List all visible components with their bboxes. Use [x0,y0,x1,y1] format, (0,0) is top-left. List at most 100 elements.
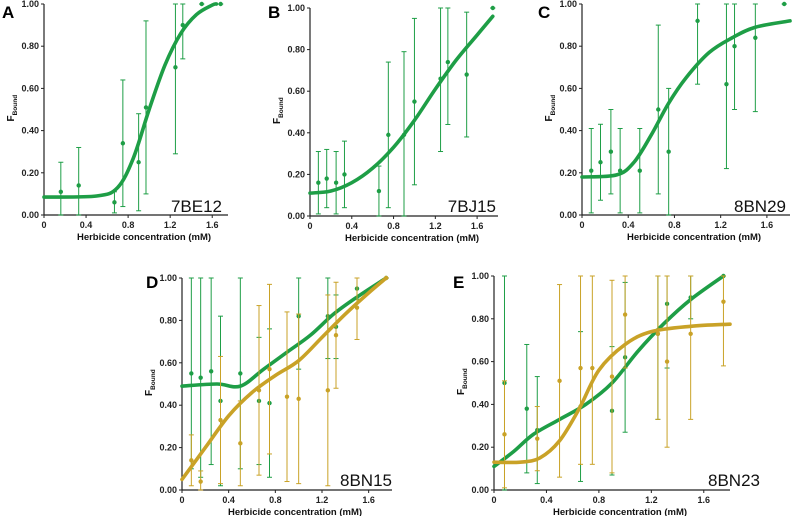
fit-curve [580,19,792,179]
data-point [58,189,64,194]
data-point [342,172,347,177]
panel-letter: E [453,273,464,292]
data-point [490,5,495,11]
data-point [464,72,469,77]
fit-curve [42,2,219,199]
y-tick-label: 0.60 [559,83,577,93]
x-axis-label: Herbicide concentration (mM) [345,233,479,244]
data-point [324,176,329,181]
data-point [267,366,272,372]
y-tick-label: 0.40 [471,399,489,409]
data-point [284,394,290,399]
panel-d: 0.00 0.20 0.40 0.60 0.80 1.00 0 0.4 0.8 1.2 1.6Her… [144,273,392,516]
x-tick-label: 0.4 [346,221,359,231]
y-tick-label: 0.60 [471,357,489,367]
series-green [580,1,792,216]
y-tick-label: 0.60 [21,83,39,93]
sample-label: 7BJ15 [448,197,496,216]
y-tick-label: 0.80 [159,315,177,325]
data-point [218,1,223,7]
data-point [502,432,507,437]
data-point [296,396,301,402]
x-tick-label: 0 [179,495,184,505]
x-tick-label: 1.2 [164,220,177,230]
x-tick-label: 1.6 [761,220,774,230]
data-point [208,369,214,374]
series-gold [180,275,389,491]
data-point [589,168,594,173]
x-axis-label: Herbicide concentration (mM) [77,232,211,243]
x-tick-label: 0.4 [222,495,235,505]
y-tick-label: 1.00 [159,273,177,283]
y-axis-label-main: F [6,115,17,121]
y-tick-label: 0.00 [159,485,177,495]
data-point [598,160,603,165]
y-tick-label: 1.00 [559,0,577,9]
x-axis-label: Herbicide concentration (mM) [627,232,761,243]
y-axis-label-main: F [544,115,555,121]
data-point [386,132,391,138]
fit-curve [308,14,495,195]
data-point [325,388,331,393]
x-axis-label: Herbicide concentration (mM) [553,507,687,516]
data-point [120,141,126,146]
fit-curve [492,274,726,469]
y-axis-label: FBound [456,368,469,395]
data-point [173,65,178,70]
y-axis-label: FBound [544,95,557,122]
data-point [412,99,417,104]
x-tick-label: 0 [41,220,46,230]
fit-curve [492,322,732,465]
data-point [199,1,204,7]
data-point [189,458,194,463]
panel-a: 0.00 0.20 0.40 0.60 0.80 1.00 0 0.4 0.8 1.2 1.6 Her… [2,0,228,243]
data-point [557,378,562,384]
y-tick-label: 0.20 [287,169,305,179]
x-tick-label: 0.8 [122,220,135,230]
y-axis-label-main: F [456,389,467,395]
panel-e: 0.00 0.20 0.40 0.60 0.80 1.00 0 0.4 0.8 1.2 1.6 Her… [453,271,760,516]
data-point [609,374,615,379]
y-tick-label: 1.00 [471,271,489,281]
panel-letter: D [146,273,158,292]
sample-label: 8BN23 [708,471,760,490]
data-point [608,149,614,154]
panel-letter: B [268,3,280,22]
series-green [42,1,224,216]
y-tick-label: 1.00 [287,3,305,13]
data-point [189,371,194,376]
sample-label: 8BN15 [340,471,392,490]
x-tick-label: 0.4 [540,495,553,505]
x-tick-label: 1.2 [316,495,329,505]
data-point [782,1,787,7]
data-point [721,299,726,304]
y-tick-label: 0.00 [471,485,489,495]
data-point [637,168,642,173]
panel-c: 0.00 0.20 0.40 0.60 0.80 1.00 0 0.4 0.8 1.2 1.6Her… [538,0,792,243]
data-point [333,333,339,338]
data-point [136,160,141,165]
y-tick-label: 0.40 [159,400,177,410]
x-tick-label: 0 [491,495,496,505]
y-axis-label-subscript: Bound [12,95,19,116]
x-tick-label: 0.4 [622,220,635,230]
y-tick-label: 0.80 [471,314,489,324]
y-tick-label: 0.20 [559,168,577,178]
data-point [112,200,117,205]
y-tick-label: 0.40 [559,126,577,136]
x-tick-label: 0.8 [387,221,400,231]
data-point [76,183,81,188]
data-point [316,180,321,185]
data-point [753,35,758,40]
data-point [198,375,203,380]
data-point [445,59,451,65]
y-axis-label-main: F [272,118,283,124]
y-tick-label: 0.00 [559,210,577,220]
x-tick-label: 0 [307,221,312,231]
x-tick-label: 0.8 [593,495,606,505]
y-tick-label: 0.80 [21,41,39,51]
x-tick-label: 0.4 [80,220,93,230]
y-axis-label: FBound [272,97,285,124]
y-axis-label-subscript: Bound [550,95,557,116]
